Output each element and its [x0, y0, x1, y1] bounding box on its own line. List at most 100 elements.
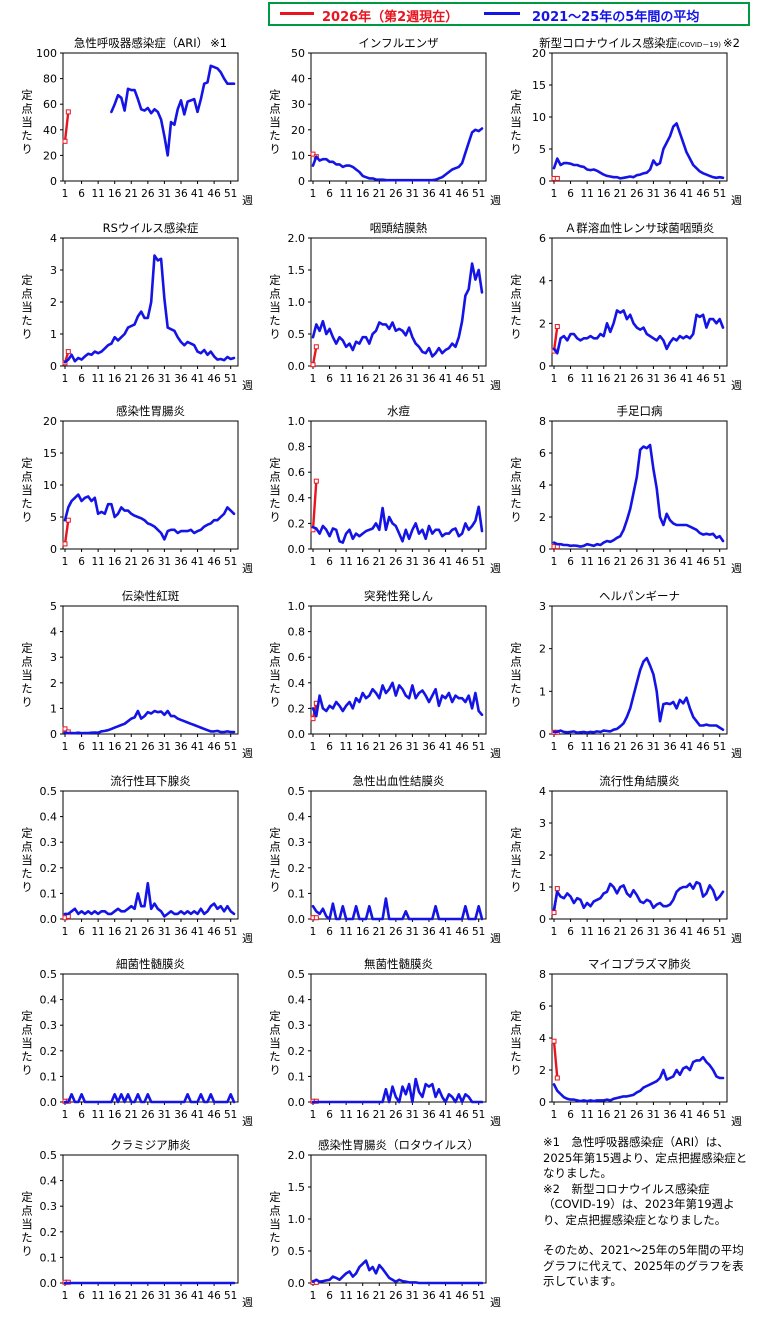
series-line-average — [63, 709, 236, 735]
chart-13: 0.00.10.20.30.40.51 6 11 16 21 26 31 36 41 46 51 週定… — [20, 774, 253, 945]
x-tick-label: 41 — [191, 556, 204, 568]
x-tick-label: 46 — [207, 741, 221, 753]
y-tick-label: 0.5 — [288, 785, 306, 798]
y-tick-label: 0.5 — [40, 785, 58, 798]
chart-title: 感染性胃腸炎 — [116, 404, 185, 418]
x-axis-label: 週 — [490, 1296, 501, 1309]
legend-box: 2026年（第2週現在） 2021～25年の5年間の平均 — [268, 2, 750, 26]
x-tick-label: 26 — [630, 188, 644, 200]
series-line-average — [552, 309, 725, 355]
x-tick-label: 21 — [373, 373, 386, 385]
y-tick-label: 0.5 — [40, 1149, 58, 1162]
x-tick-label: 26 — [389, 926, 403, 938]
x-tick-label: 36 — [422, 926, 436, 938]
series-line-average — [311, 505, 484, 544]
y-tick-label: 20 — [532, 47, 546, 60]
x-axis-label: 週 — [731, 932, 742, 945]
plot-area — [62, 605, 239, 735]
y-tick-label: 6 — [539, 447, 546, 460]
plot-area — [310, 52, 487, 182]
x-tick-label: 6 — [326, 556, 333, 568]
x-tick-label: 21 — [614, 556, 627, 568]
chart-title: 新型コロナウイルス感染症(COVID－19) ※2 — [539, 36, 740, 50]
chart-17: 0.00.10.20.30.40.51 6 11 16 21 26 31 36 41 46 51 週定… — [268, 957, 501, 1128]
x-tick-label: 31 — [406, 926, 419, 938]
series-line-average — [311, 1259, 484, 1285]
x-tick-label: 36 — [174, 926, 188, 938]
x-tick-label: 41 — [191, 373, 204, 385]
y-tick-label: 1.0 — [288, 1213, 306, 1226]
y-tick-label: 4 — [539, 785, 546, 798]
plot-area — [310, 1154, 487, 1284]
x-tick-label: 31 — [158, 373, 171, 385]
y-tick-label: 0.3 — [288, 836, 306, 849]
x-tick-label: 21 — [373, 926, 386, 938]
y-axis-label: 定点当たり — [268, 641, 282, 709]
x-tick-label: 31 — [406, 373, 419, 385]
x-tick-label: 51 — [472, 373, 485, 385]
chart-14: 0.00.10.20.30.40.51 6 11 16 21 26 31 36 41 46 51 週定… — [268, 774, 501, 945]
x-tick-label: 16 — [356, 741, 370, 753]
notes: ※1 急性呼吸器感染症（ARI）は、2025年第15週より、定点把握感染症となり… — [543, 1135, 755, 1290]
x-tick-label: 26 — [389, 373, 403, 385]
chart-20: 0.00.51.01.52.01 6 11 16 21 26 31 36 41 46 51 週定点当た… — [268, 1138, 501, 1309]
y-tick-label: 3 — [539, 600, 546, 613]
x-tick-label: 21 — [373, 741, 386, 753]
y-axis-label: 定点当たり — [20, 641, 34, 709]
y-tick-label: 0 — [539, 1096, 546, 1109]
y-tick-label: 8 — [539, 968, 546, 981]
y-tick-label: 0 — [539, 728, 546, 741]
y-tick-label: 50 — [291, 47, 305, 60]
y-tick-label: 0.1 — [288, 887, 306, 900]
x-tick-label: 21 — [614, 188, 627, 200]
plot-area — [310, 237, 487, 367]
y-tick-label: 0.1 — [288, 1070, 306, 1083]
y-tick-label: 20 — [43, 415, 57, 428]
x-tick-label: 6 — [326, 1290, 333, 1302]
y-tick-label: 6 — [539, 232, 546, 245]
x-tick-label: 26 — [141, 741, 155, 753]
x-tick-label: 36 — [663, 556, 677, 568]
y-tick-label: 0.4 — [40, 994, 58, 1007]
y-tick-label: 0 — [539, 360, 546, 373]
series-line-average — [311, 1077, 484, 1104]
x-tick-label: 1 — [62, 926, 69, 938]
x-tick-label: 41 — [191, 1109, 204, 1121]
x-tick-label: 41 — [680, 188, 693, 200]
x-tick-label: 21 — [125, 373, 138, 385]
x-tick-label: 6 — [567, 1109, 574, 1121]
x-axis-label: 週 — [242, 932, 253, 945]
y-tick-label: 0.4 — [288, 811, 306, 824]
x-tick-label: 26 — [141, 1109, 155, 1121]
series-line-average — [552, 443, 725, 548]
y-tick-label: 0.2 — [288, 862, 306, 875]
legend-average-label: 2021～25年の5年間の平均 — [532, 10, 700, 25]
series-line-average — [552, 656, 725, 735]
data-point-2026 — [62, 138, 68, 144]
x-tick-label: 21 — [125, 1109, 138, 1121]
y-tick-label: 2 — [539, 1064, 546, 1077]
x-tick-label: 31 — [158, 556, 171, 568]
y-tick-label: 20 — [43, 149, 57, 162]
data-point-2026 — [313, 478, 319, 484]
x-tick-label: 41 — [680, 741, 693, 753]
x-tick-label: 46 — [696, 556, 710, 568]
chart-title: 伝染性紅斑 — [122, 589, 180, 603]
note-covid: ※2 新型コロナウイルス感染症（COVID-19）は、2023年第19週より、定… — [543, 1181, 735, 1227]
x-axis-label: 週 — [490, 747, 501, 760]
x-tick-label: 51 — [713, 188, 726, 200]
y-tick-label: 0.5 — [288, 968, 306, 981]
data-point-2026 — [551, 910, 557, 916]
y-tick-label: 1 — [539, 685, 546, 698]
x-tick-label: 41 — [191, 1290, 204, 1302]
x-tick-label: 51 — [472, 556, 485, 568]
y-axis-label: 定点当たり — [20, 1009, 34, 1077]
chart-title: Ａ群溶血性レンサ球菌咽頭炎 — [565, 221, 715, 235]
x-tick-label: 36 — [174, 741, 188, 753]
y-tick-label: 0.2 — [288, 702, 306, 715]
y-axis-label: 定点当たり — [509, 273, 523, 341]
x-tick-label: 11 — [339, 556, 352, 568]
series-line-average — [552, 1055, 725, 1103]
note-substitution: そのため、2021～25年の5年間の平均グラフに代えて、2025年のグラフを表示… — [543, 1243, 744, 1288]
